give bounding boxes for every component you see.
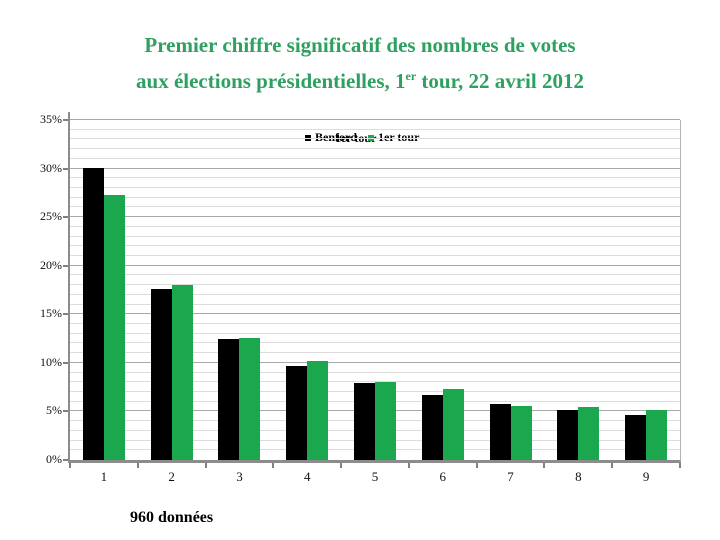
minor-gridline (70, 128, 680, 130)
minor-gridline (70, 381, 680, 383)
bar-1er-tour-1 (103, 194, 125, 460)
x-axis-tick (543, 463, 546, 468)
minor-gridline (70, 225, 680, 227)
legend-label-ghost-overlap: 1er tour (335, 131, 377, 145)
y-axis-tick (63, 216, 68, 219)
x-axis-tick (204, 463, 207, 468)
x-axis-label: 9 (642, 469, 650, 484)
minor-gridline (70, 342, 680, 344)
bar-benford-1 (82, 167, 104, 460)
y-axis-tick (63, 459, 68, 461)
x-axis-label: 6 (439, 469, 447, 484)
minor-gridline (70, 371, 680, 373)
bar-benford-3 (218, 338, 240, 460)
legend-swatch-1er-tour (368, 135, 374, 141)
y-axis-label: 25% (40, 209, 62, 224)
y-axis-label: 30% (40, 160, 62, 175)
chart-legend: Benford 1er tour 1er tour (297, 128, 429, 148)
major-gridline (70, 216, 680, 218)
x-axis-tick (475, 463, 478, 468)
x-axis-label: 8 (575, 469, 582, 484)
minor-gridline (70, 235, 680, 237)
major-gridline (70, 313, 680, 315)
minor-gridline (70, 293, 680, 295)
y-axis-tick (63, 313, 68, 316)
y-axis-label: 10% (40, 354, 62, 369)
minor-gridline (70, 245, 680, 247)
legend-swatch-benford (305, 135, 311, 141)
bar-1er-tour-7 (510, 405, 532, 460)
x-axis-tick (69, 463, 71, 468)
bar-1er-tour-2 (171, 285, 193, 460)
major-gridline (70, 264, 680, 266)
legend-label-benford: Benford (315, 130, 357, 144)
chart-title-line2: aux élections présidentielles, 1er tour,… (136, 69, 584, 93)
footer-note: 960 données (130, 509, 214, 526)
bar-benford-6 (421, 394, 443, 460)
bar-benford-2 (150, 289, 172, 460)
y-axis-tick (63, 410, 68, 413)
x-axis-tick (407, 463, 410, 468)
bar-1er-tour-6 (442, 389, 464, 460)
y-axis-tick (63, 167, 68, 170)
plot-area: Benford 1er tour 1er tour 0% 5% 10% 15% 20% 2… (40, 112, 681, 484)
x-axis-label: 4 (303, 469, 311, 484)
minor-gridline (70, 255, 680, 256)
legend-label-1er-tour: 1er tour (378, 130, 420, 144)
y-axis-tick (63, 119, 68, 121)
major-gridline (70, 361, 680, 363)
bar-benford-7 (489, 403, 511, 460)
x-axis-tick (272, 463, 275, 468)
minor-gridline (70, 138, 680, 140)
superscript-er: er (405, 69, 417, 83)
y-axis-label: 20% (40, 257, 62, 272)
x-axis-label: 1 (100, 469, 108, 484)
bar-1er-tour-3 (239, 337, 261, 460)
y-axis-label: 35% (40, 112, 62, 126)
chart-title-line1: Premier chiffre significatif des nombres… (144, 33, 576, 57)
y-axis-label: 5% (46, 403, 62, 418)
x-axis-tick (340, 463, 343, 468)
bar-benford-9 (625, 415, 647, 460)
x-axis-label: 3 (236, 469, 243, 484)
minor-gridline (70, 274, 680, 276)
bar-1er-tour-4 (307, 360, 329, 460)
y-axis-tick (63, 361, 68, 364)
y-axis-label: 15% (40, 306, 62, 321)
bar-1er-tour-5 (375, 382, 396, 460)
minor-gridline (70, 196, 680, 198)
bar-1er-tour-8 (578, 406, 600, 460)
minor-gridline (70, 206, 680, 208)
y-axis-label: 0% (46, 452, 62, 466)
minor-gridline (70, 157, 680, 159)
x-axis-tick (611, 463, 614, 468)
major-gridline (70, 167, 680, 169)
bar-1er-tour-9 (646, 409, 668, 460)
x-axis-label: 2 (168, 469, 175, 484)
chart-title: Premier chiffre significatif des nombres… (0, 30, 720, 97)
minor-gridline (70, 187, 680, 188)
x-axis-tick (136, 463, 139, 468)
y-axis-nub (68, 112, 70, 120)
minor-gridline (70, 323, 680, 324)
bar-benford-4 (286, 365, 308, 460)
minor-gridline (70, 352, 680, 354)
x-axis-label: 7 (507, 469, 514, 484)
x-axis-tick (679, 463, 681, 468)
minor-gridline (70, 332, 680, 334)
minor-gridline (70, 177, 680, 179)
bar-benford-5 (354, 383, 375, 460)
minor-gridline (70, 284, 680, 286)
x-axis-label: 5 (371, 469, 379, 484)
bar-benford-8 (557, 410, 579, 460)
minor-gridline (70, 303, 680, 305)
y-axis-tick (63, 264, 68, 267)
minor-gridline (70, 148, 680, 150)
major-gridline (70, 119, 680, 120)
